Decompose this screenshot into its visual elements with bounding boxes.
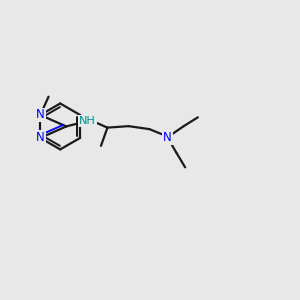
Text: N: N <box>163 131 172 144</box>
Text: N: N <box>36 109 45 122</box>
Text: NH: NH <box>79 116 96 126</box>
Text: N: N <box>36 131 45 144</box>
